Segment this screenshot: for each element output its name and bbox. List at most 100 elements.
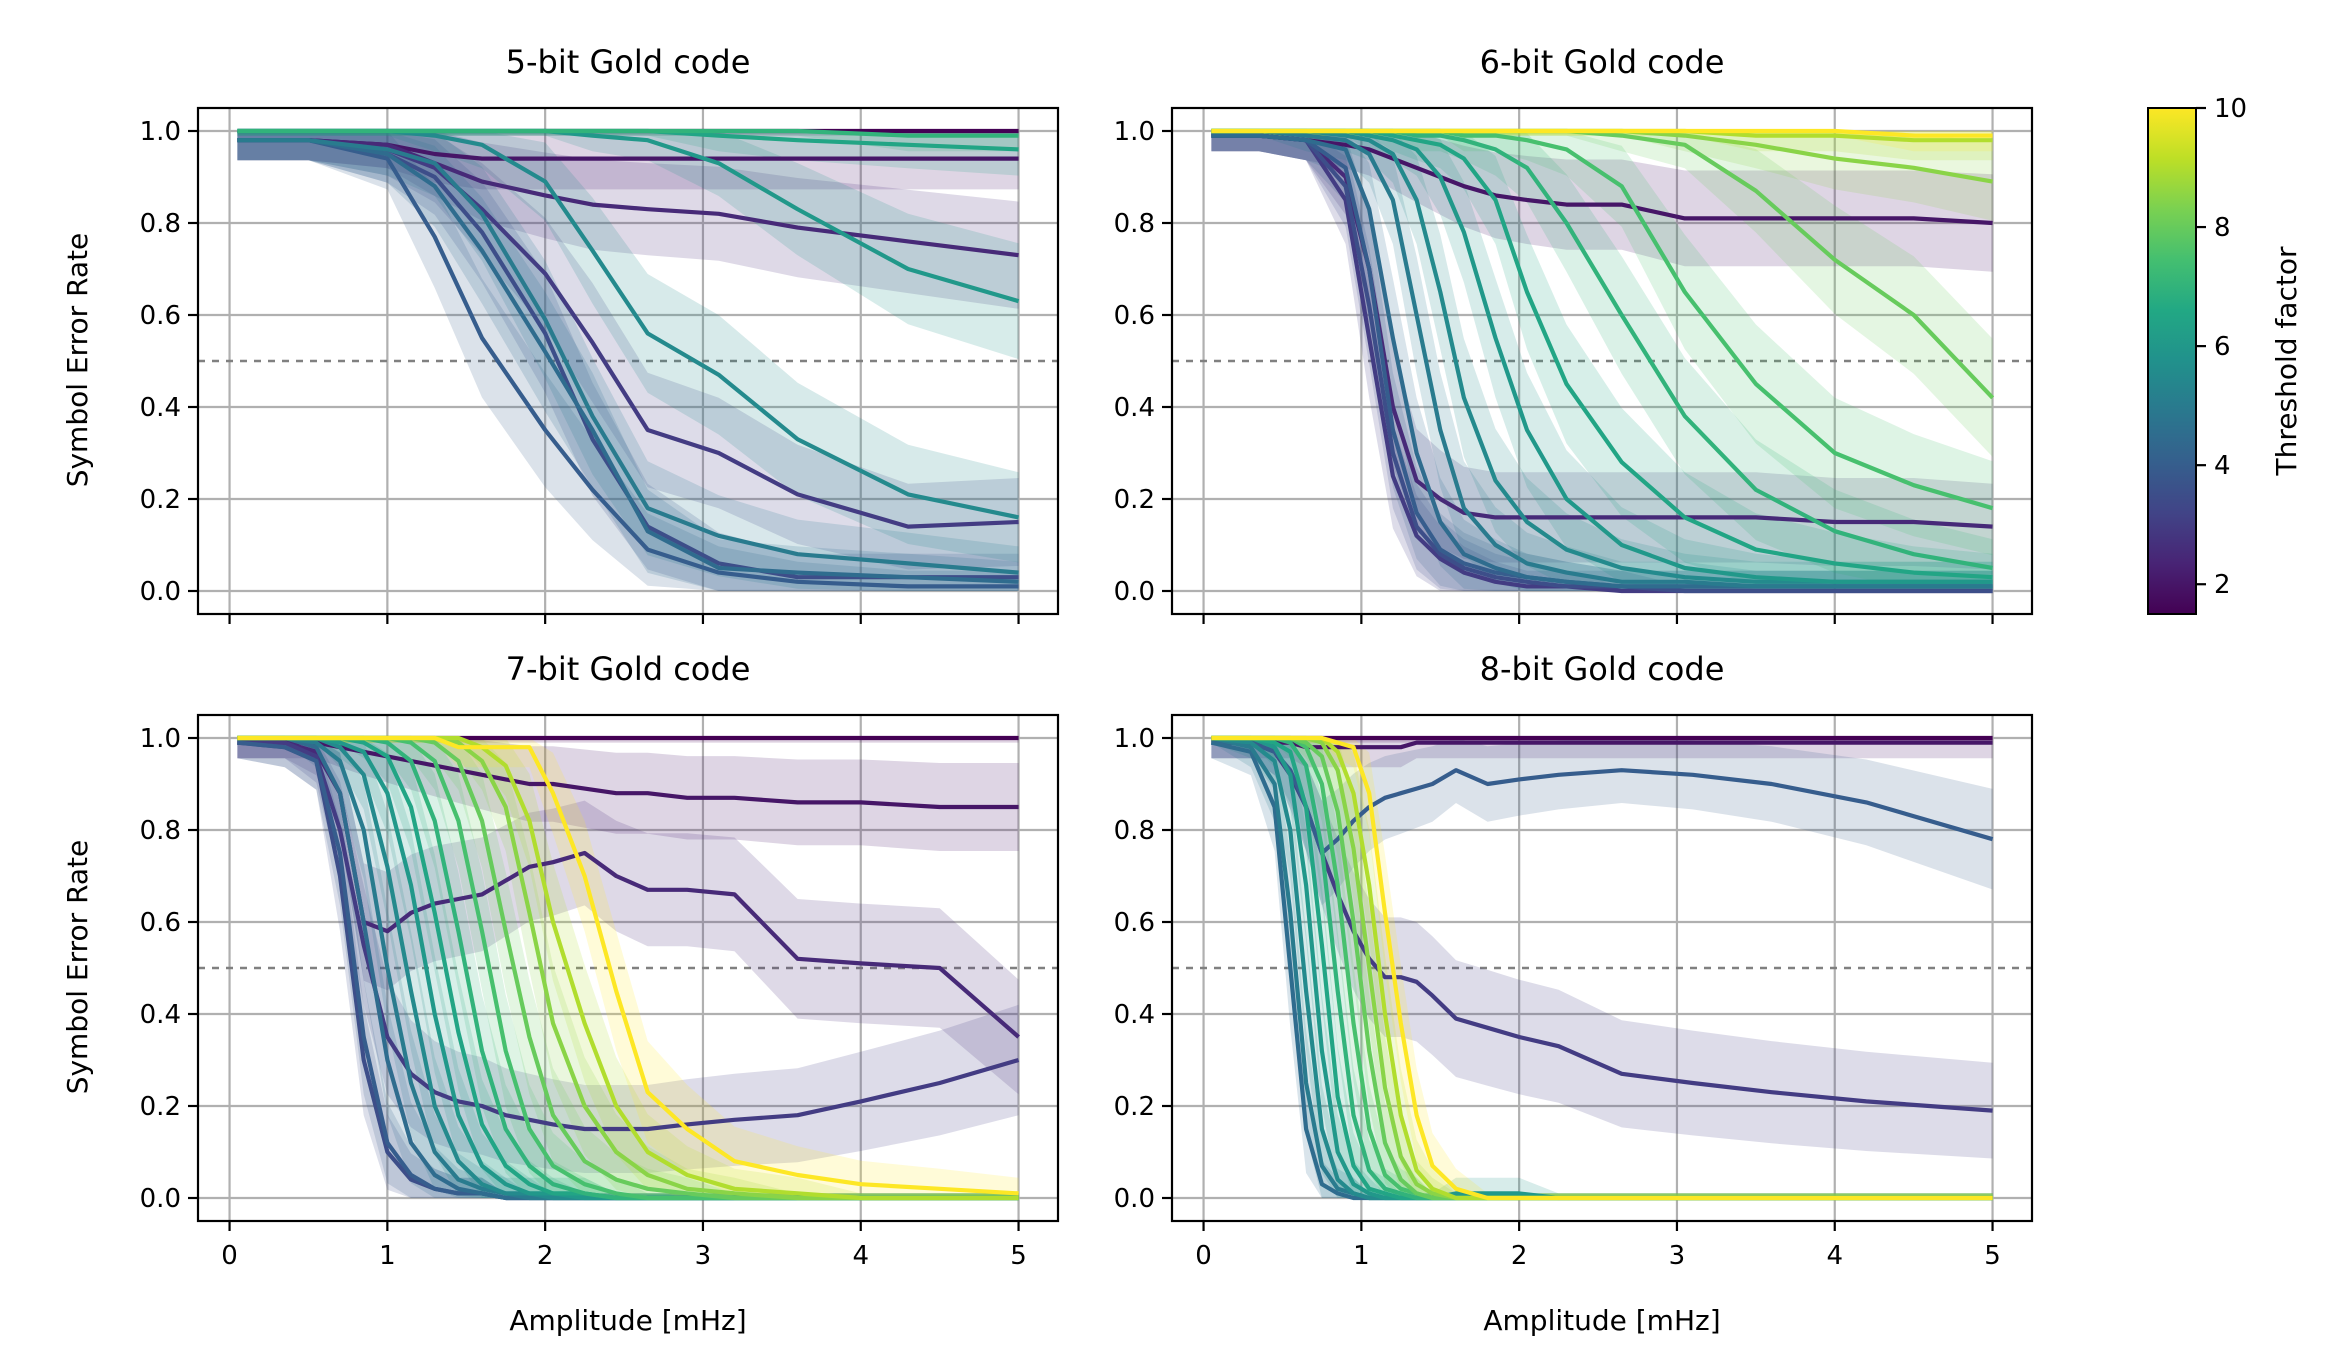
panel-6bit: 0.0 0.2 0.4 0.6 0.8 1.0: [1114, 106, 2034, 624]
series-band: [237, 738, 1019, 1095]
series-line: [237, 735, 1019, 1196]
y-tick-label: 0.8: [140, 816, 181, 846]
series-line: [1211, 128, 1993, 584]
colorbar-tick-label: 8: [2214, 213, 2231, 243]
series-band: [237, 738, 1019, 1198]
y-tick-label: 0.4: [1114, 393, 1155, 423]
series-band: [1211, 131, 1993, 591]
series-band: [1211, 131, 1993, 457]
series-band: [1211, 738, 1993, 906]
x-tick-label: 2: [537, 1241, 554, 1271]
y-tick-label: 0.0: [140, 577, 181, 607]
series-band: [237, 131, 1019, 563]
series-line: [1211, 133, 1993, 529]
colorbar-tick-label: 2: [2214, 570, 2231, 600]
colorbar-label: Threshold factor: [2270, 246, 2303, 476]
y-tick-label: 0.2: [1114, 485, 1155, 515]
series-band: [237, 738, 1019, 1198]
y-tick-label: 0.0: [140, 1184, 181, 1214]
series-band: [1211, 131, 1993, 570]
series-line: [237, 128, 1019, 138]
series-line: [237, 138, 1019, 575]
x-tick-label: 5: [1010, 1241, 1027, 1271]
panel-title: 8-bit Gold code: [1480, 650, 1725, 688]
x-axis-label: Amplitude [mHz]: [1483, 1304, 1720, 1337]
series-band: [237, 131, 1019, 152]
panel-5bit: 0.0 0.2 0.4 0.6 0.8 1.0: [140, 106, 1060, 624]
series-line: [1211, 133, 1993, 226]
panel-title: 5-bit Gold code: [506, 43, 751, 81]
y-tick-label: 0.8: [1114, 816, 1155, 846]
y-tick-label: 0.2: [1114, 1092, 1155, 1122]
y-tick-label: 0.0: [1114, 1184, 1155, 1214]
y-axis-label: Symbol Error Rate: [61, 233, 94, 488]
panel-title: 6-bit Gold code: [1480, 43, 1725, 81]
y-tick-label: 0.6: [140, 908, 181, 938]
series-band: [1211, 738, 1993, 1198]
colorbar-tick-label: 4: [2214, 451, 2231, 481]
series-band: [237, 738, 1019, 1198]
colorbar-tick-label: 6: [2214, 332, 2231, 362]
colorbar-tick-label: 10: [2214, 94, 2247, 124]
y-tick-label: 0.0: [1114, 577, 1155, 607]
x-tick-label: 4: [852, 1241, 869, 1271]
y-tick-label: 0.4: [1114, 1000, 1155, 1030]
series-line: [1211, 128, 1993, 138]
y-axis-label: Symbol Error Rate: [61, 840, 94, 1095]
colorbar-gradient: [2147, 107, 2197, 615]
x-tick-label: 1: [379, 1241, 396, 1271]
series-band: [237, 131, 1019, 360]
y-tick-label: 0.4: [140, 1000, 181, 1030]
x-tick-label: 5: [1984, 1241, 2001, 1271]
y-tick-label: 0.8: [140, 209, 181, 239]
x-axis-label: Amplitude [mHz]: [509, 1304, 746, 1337]
series-band: [237, 738, 1019, 1173]
x-tick-label: 3: [1669, 1241, 1686, 1271]
y-tick-label: 1.0: [1114, 117, 1155, 147]
y-tick-label: 0.6: [1114, 908, 1155, 938]
x-tick-label: 1: [1353, 1241, 1370, 1271]
x-tick-label: 2: [1511, 1241, 1528, 1271]
y-tick-label: 0.2: [140, 1092, 181, 1122]
y-tick-label: 1.0: [1114, 724, 1155, 754]
series-band: [237, 131, 1019, 570]
series-band: [1211, 131, 1993, 591]
y-tick-label: 1.0: [140, 724, 181, 754]
axes-frame: [196, 713, 1060, 1223]
axes-frame: [1170, 713, 2034, 1223]
series-band: [1211, 131, 1993, 591]
panel-7bit: 0.0 0.2 0.4 0.6 0.8 1.0 0 1 2 3 4 5: [140, 713, 1060, 1271]
series-band: [237, 738, 1019, 1198]
series-band: [237, 738, 1019, 1198]
series-line: [237, 138, 1019, 584]
series-line: [1211, 133, 1993, 594]
series-band: [237, 131, 1019, 591]
axes-frame: [1170, 106, 2034, 616]
y-tick-label: 0.2: [140, 485, 181, 515]
y-tick-label: 0.6: [1114, 301, 1155, 331]
series-line: [1211, 740, 1994, 856]
series-line: [237, 138, 1019, 589]
colorbar: 2 4 6 8 10: [2147, 94, 2247, 615]
series-line: [237, 138, 1019, 258]
panel-title: 7-bit Gold code: [506, 650, 751, 688]
x-tick-label: 3: [695, 1241, 712, 1271]
series-line: [237, 740, 1020, 1132]
series-band: [1211, 131, 1993, 161]
panel-8bit: 0.0 0.2 0.4 0.6 0.8 1.0 0 1 2 3 4 5: [1114, 713, 2034, 1271]
x-tick-label: 4: [1826, 1241, 1843, 1271]
series-band: [1211, 131, 1993, 556]
x-tick-label: 0: [221, 1241, 238, 1271]
series-band: [1211, 738, 1993, 1159]
y-tick-label: 1.0: [140, 117, 181, 147]
series-band: [237, 738, 1019, 1198]
y-tick-label: 0.4: [140, 393, 181, 423]
series-band: [237, 738, 1019, 1198]
y-tick-label: 0.8: [1114, 209, 1155, 239]
series-line: [1211, 735, 1993, 1201]
axes-frame: [196, 106, 1060, 616]
series-line: [237, 740, 1019, 810]
x-tick-label: 0: [1195, 1241, 1212, 1271]
y-tick-label: 0.6: [140, 301, 181, 331]
